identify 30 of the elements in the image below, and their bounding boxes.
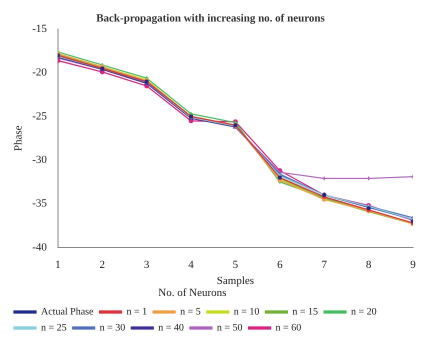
y-tick-label: -20 — [32, 66, 48, 79]
legend-label: Actual Phase — [41, 306, 94, 318]
legend-label: n = 5 — [180, 306, 201, 318]
x-tick-label: 4 — [188, 258, 194, 271]
legend-label: n = 60 — [276, 322, 302, 334]
y-axis-title: Phase — [12, 125, 24, 152]
x-tick-label: 1 — [55, 258, 61, 271]
x-tick-label: 3 — [144, 258, 150, 271]
x-tick-label: 7 — [321, 258, 328, 271]
y-tick-label: -40 — [32, 241, 48, 254]
legend-label: n = 50 — [216, 322, 243, 334]
x-tick-label: 9 — [410, 258, 416, 271]
chart-title: Back-propagation with increasing no. of neurons — [96, 12, 326, 24]
legend-title: No. of Neurons — [158, 287, 226, 300]
legend-label: n = 30 — [100, 322, 126, 334]
y-tick-label: -35 — [32, 198, 48, 210]
legend-label: n = 10 — [234, 306, 260, 318]
legend-label: n = 15 — [292, 306, 318, 318]
y-tick-label: -30 — [32, 154, 48, 166]
legend-label: n = 20 — [351, 306, 377, 318]
x-tick-label: 8 — [366, 258, 372, 271]
x-tick-label: 6 — [277, 258, 284, 271]
legend-label: n = 40 — [158, 322, 184, 334]
x-axis-title: Samples — [216, 275, 254, 288]
x-tick-label: 5 — [232, 258, 239, 271]
legend-label: n = 25 — [41, 322, 67, 334]
legend-label: n = 1 — [126, 306, 148, 318]
x-tick-label: 2 — [100, 258, 106, 271]
y-tick-label: -15 — [32, 23, 48, 36]
y-tick-label: -25 — [32, 110, 48, 122]
